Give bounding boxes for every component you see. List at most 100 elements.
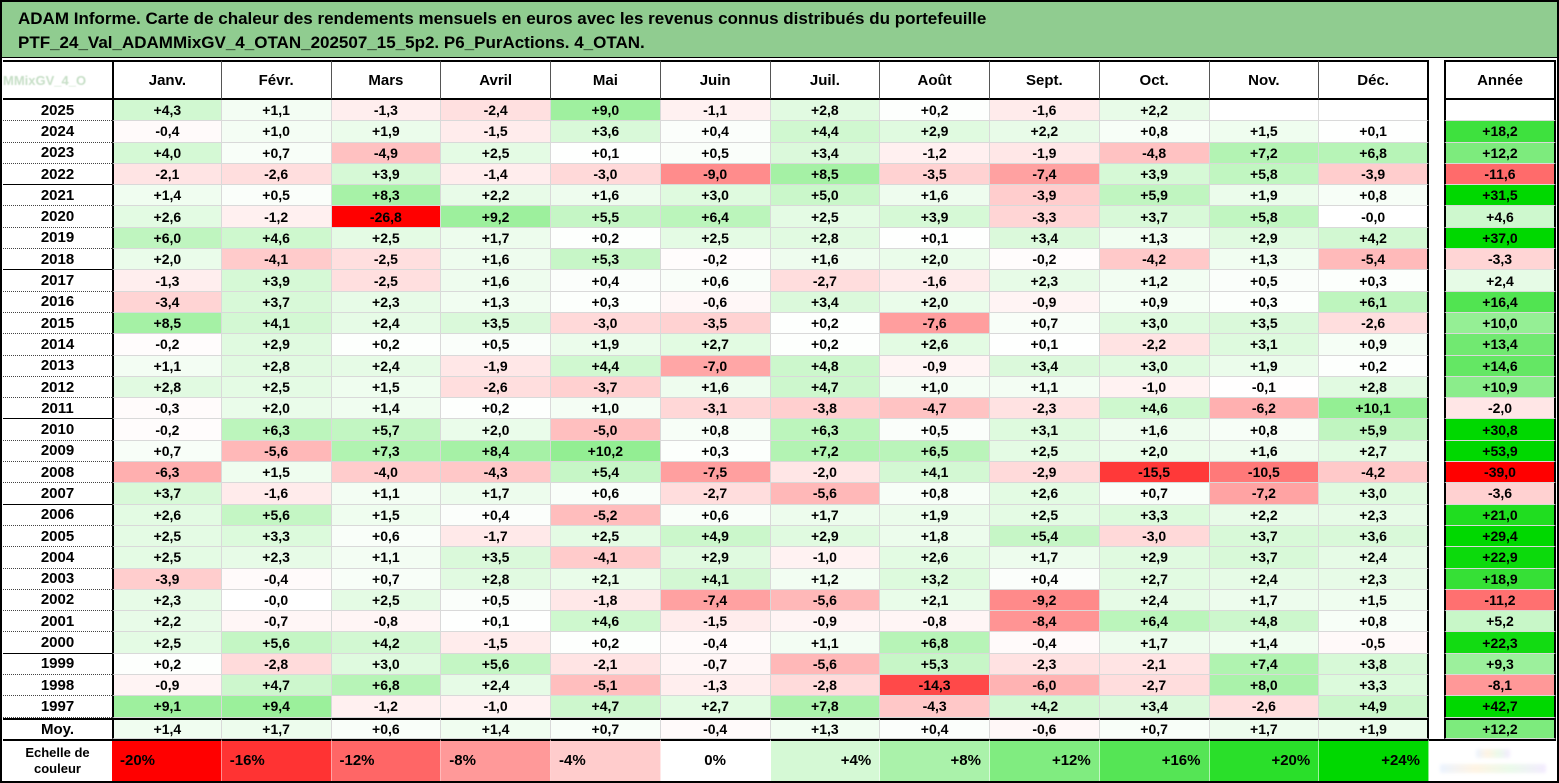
value-cell: +5,0 — [770, 185, 881, 207]
table-row-2016: 2016 -3,4 +3,7 +2,3 +1,3 +0,3 -0,6 +3,4 +2,0 -0,9… — [3, 291, 1556, 313]
table-row-2017: 2017 -1,3 +3,9 -2,5 +1,6 +0,4 +0,6 -2,7 -1,6 +2,3… — [3, 270, 1556, 292]
value-cell: +3,0 — [331, 653, 442, 676]
value-cell: +2,4 — [441, 675, 551, 697]
value-cell: +5,4 — [551, 462, 661, 484]
value-cell: +3,3 — [1099, 504, 1210, 526]
value-cell: +2,4 — [1319, 547, 1429, 569]
value-cell: -5,4 — [1319, 249, 1429, 271]
value-cell: -2,1 — [1099, 653, 1210, 676]
value-cell: +4,8 — [770, 355, 881, 377]
value-cell: +2,2 — [441, 185, 551, 207]
value-cell: -1,0 — [441, 696, 551, 718]
value-cell: +2,2 — [112, 611, 222, 633]
annual-value-cell: -8,1 — [1444, 675, 1556, 697]
year-label: 2019 — [3, 227, 112, 250]
value-cell: +1,0 — [880, 376, 990, 399]
value-cell: +2,9 — [770, 525, 881, 548]
value-cell: +0,5 — [1209, 270, 1320, 292]
row-gap — [1429, 206, 1444, 228]
value-cell: +0,1 — [551, 142, 661, 164]
table-row-2013: 2013 +1,1 +2,8 +2,4 -1,9 +4,4 -7,0 +4,8 -0,9 +3,4… — [3, 355, 1556, 377]
value-cell: -2,8 — [221, 653, 332, 676]
table-row-2007: 2007 +3,7 -1,6 +1,1 +1,7 +0,6 -2,7 -5,6 +0,8 +2,6… — [3, 483, 1556, 505]
year-label: 2007 — [3, 483, 112, 505]
value-cell: -6,3 — [112, 462, 222, 484]
year-label: 2022 — [3, 163, 112, 186]
annual-value-cell: +4,6 — [1444, 206, 1556, 228]
table-row-2005: 2005 +2,5 +3,3 +0,6 -1,7 +2,5 +4,9 +2,9 +1,8 +5,4… — [3, 525, 1556, 548]
value-cell: +3,8 — [1319, 653, 1429, 676]
value-cell: +4,8 — [1209, 611, 1320, 633]
value-cell: +1,1 — [331, 483, 442, 505]
value-cell: +1,4 — [112, 717, 222, 739]
annual-header: Année — [1444, 60, 1556, 100]
value-cell: -5,6 — [770, 589, 881, 612]
row-gap — [1429, 525, 1444, 548]
value-cell: -0,7 — [660, 653, 771, 676]
value-cell: +1,3 — [1209, 249, 1320, 271]
value-cell: +1,9 — [1209, 185, 1320, 207]
row-gap — [1429, 419, 1444, 441]
value-cell: +3,5 — [1209, 312, 1320, 335]
value-cell: +3,7 — [1209, 547, 1320, 569]
value-cell: -0,2 — [660, 249, 771, 271]
value-cell: +0,2 — [551, 227, 661, 250]
value-cell: +4,7 — [221, 675, 332, 697]
value-cell: +0,6 — [660, 270, 771, 292]
year-label: 2012 — [3, 376, 112, 399]
year-label: 2010 — [3, 419, 112, 441]
value-cell: -1,7 — [441, 525, 551, 548]
value-cell: -4,0 — [331, 462, 442, 484]
value-cell: -3,9 — [990, 185, 1100, 207]
value-cell: +1,7 — [1209, 589, 1320, 612]
value-cell: +5,8 — [1209, 163, 1320, 186]
value-cell: +6,8 — [331, 675, 442, 697]
year-label: 2014 — [3, 334, 112, 356]
row-gap — [1429, 227, 1444, 250]
annual-value-cell: +13,4 — [1444, 334, 1556, 356]
value-cell: +1,1 — [990, 376, 1100, 399]
value-cell: -2,0 — [770, 462, 881, 484]
heatmap-table: MMixGV_4_O Janv. Févr. Mars Avril Mai Juin Juil… — [3, 60, 1556, 781]
value-cell: +0,1 — [1319, 121, 1429, 143]
row-gap — [1429, 675, 1444, 697]
value-cell: -0,9 — [112, 675, 222, 697]
value-cell: -5,1 — [551, 675, 661, 697]
value-cell: +0,1 — [441, 611, 551, 633]
value-cell: +2,6 — [990, 483, 1100, 505]
year-label: 2001 — [3, 611, 112, 633]
scale-stop--8%: -8% — [441, 738, 551, 781]
row-gap — [1429, 398, 1444, 420]
header-gap — [1429, 60, 1444, 100]
annual-value-cell: -39,0 — [1444, 462, 1556, 484]
value-cell: -2,9 — [990, 462, 1100, 484]
row-gap — [1429, 632, 1444, 654]
value-cell: -3,4 — [112, 291, 222, 313]
value-cell: +3,9 — [880, 206, 990, 228]
value-cell: +1,3 — [441, 291, 551, 313]
year-label: 2025 — [3, 100, 112, 122]
value-cell: +2,6 — [880, 547, 990, 569]
value-cell: +1,9 — [551, 334, 661, 356]
value-cell: +2,2 — [1099, 100, 1210, 122]
value-cell: +4,6 — [551, 611, 661, 633]
value-cell: +0,8 — [1099, 121, 1210, 143]
value-cell: +1,7 — [1209, 717, 1320, 739]
value-cell: +6,4 — [1099, 611, 1210, 633]
value-cell: -5,6 — [770, 653, 881, 676]
value-cell: -0,9 — [880, 355, 990, 377]
value-cell: +1,4 — [112, 185, 222, 207]
table-row-1999: 1999 +0,2 -2,8 +3,0 +5,6 -2,1 -0,7 -5,6 +5,3 -2,3… — [3, 653, 1556, 676]
value-cell: +6,8 — [880, 632, 990, 654]
value-cell: -4,7 — [880, 398, 990, 420]
table-row-1998: 1998 -0,9 +4,7 +6,8 +2,4 -5,1 -1,3 -2,8 -14,3 -6,… — [3, 675, 1556, 697]
value-cell: +1,7 — [770, 504, 881, 526]
row-gap — [1429, 249, 1444, 271]
value-cell: -2,6 — [1209, 696, 1320, 718]
annual-value-cell: -3,3 — [1444, 249, 1556, 271]
value-cell: +1,4 — [331, 398, 442, 420]
value-cell: +1,8 — [880, 525, 990, 548]
value-cell: +1,3 — [770, 717, 881, 739]
value-cell: +7,2 — [1209, 142, 1320, 164]
table-row-2022: 2022 -2,1 -2,6 +3,9 -1,4 -3,0 -9,0 +8,5 -3,5 -7,4… — [3, 163, 1556, 186]
